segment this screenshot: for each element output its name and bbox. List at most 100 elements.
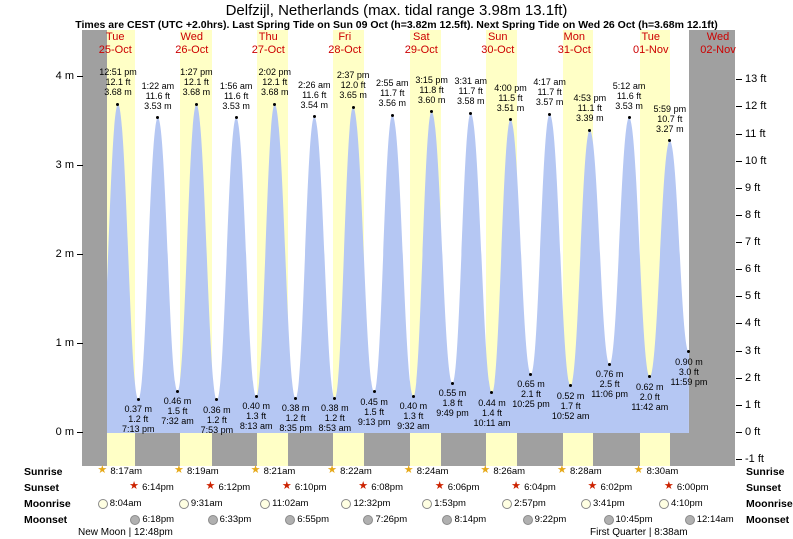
y-axis-tick [736,296,742,298]
y-axis-label-feet: 2 ft [745,371,761,384]
day-header: Wed 02-Nov [680,31,756,57]
y-axis-tick [736,377,742,379]
tide-extreme-dot [372,390,376,394]
day-date: 26-Oct [175,44,209,56]
day-header: Fri 28-Oct [307,31,383,57]
moonrise-icon [659,499,670,509]
y-axis-tick [77,254,83,255]
tide-label-high: 5:12 am 11.6 ft 3.53 m [601,81,657,111]
tide-label-line: 0.44 m [478,397,506,408]
y-axis-label-feet: 9 ft [745,181,761,194]
astro-time: 8:04am [109,498,142,509]
tide-label-line: 1.2 ft [285,413,306,424]
tide-extreme-dot [215,398,219,402]
tide-extreme-dot [136,397,140,401]
tide-label-line: 3.0 ft [678,366,699,377]
sunrise-star-icon: ★ [556,464,567,476]
tide-label-line: 0.52 m [556,390,585,401]
sunrise-star-icon: ★ [633,464,644,476]
tide-label-high: 1:56 am 11.6 ft 3.53 m [208,81,264,111]
tide-label-line: 3.54 m [300,99,328,110]
day-date: 29-Oct [404,44,438,56]
sunrise-star-icon: ★ [250,464,261,476]
tide-label-line: 3.53 m [144,100,172,111]
no-data-right [688,30,735,466]
sunset-star-icon: ★ [587,480,598,492]
tide-label-high: 1:27 pm 12.1 ft 3.68 m [168,67,224,97]
y-axis-label-feet: 7 ft [745,236,761,249]
tide-label-high: 2:55 am 11.7 ft 3.56 m [364,78,420,108]
y-axis-label-feet: -1 ft [745,453,764,466]
astro-row-label-left: Moonset [24,514,68,526]
tide-label-low: 0.46 m 1.5 ft 7:32 am [150,396,206,426]
y-axis-label-feet: 3 ft [745,344,761,357]
y-axis-tick [736,79,742,81]
tide-label-line: 0.76 m [595,369,624,380]
tide-extreme-dot [687,350,691,354]
tide-label-low: 0.40 m 1.3 ft 9:32 am [385,401,441,431]
y-axis-tick [736,404,742,406]
tide-extreme-dot [668,139,672,143]
moonrise-icon [341,499,352,509]
tide-extreme-dot [588,128,592,132]
astro-row-label-left: Moonrise [24,498,71,510]
moonset-icon [285,515,296,525]
y-axis-tick [77,165,83,166]
tide-label-high: 12:51 pm 12.1 ft 3.68 m [90,67,146,97]
day-header: Sat 29-Oct [383,31,459,57]
tide-label-line: 7:32 am [161,416,194,427]
day-date: 28-Oct [328,44,362,56]
astro-time: 6:08pm [371,482,403,493]
y-axis-tick [736,323,742,325]
tide-label-line: 3.51 m [496,102,525,113]
astro-time: 6:55pm [297,514,329,525]
tide-extreme-dot [569,384,573,388]
tide-label-line: 0.38 m [321,403,349,414]
sunset-star-icon: ★ [358,480,369,492]
day-date: 01-Nov [633,44,669,56]
astro-row-label-right: Sunrise [746,466,785,478]
astro-time: 9:31am [190,498,223,509]
day-name: Wed [706,31,730,43]
y-axis-label-feet: 5 ft [745,290,761,303]
y-axis-tick [736,214,742,216]
tide-label-line: 11.7 ft [458,86,483,97]
astro-time: 8:17am [110,466,143,477]
moonset-icon [522,515,533,525]
tide-label-line: 7:13 pm [121,424,155,435]
y-axis-tick [77,432,83,433]
y-axis-tick [77,343,83,344]
tide-extreme-dot [469,111,473,115]
tide-label-high: 3:15 pm 11.8 ft 3.60 m [404,75,460,105]
tide-label-low: 0.65 m 2.1 ft 10:25 pm [503,379,559,409]
tide-label-low: 0.90 m 3.0 ft 11:59 pm [661,357,717,387]
tide-label-line: 3.68 m [182,87,211,98]
tide-label-low: 0.38 m 1.2 ft 8:53 am [307,403,363,433]
sunrise-star-icon: ★ [174,464,184,476]
tide-extreme-dot [430,110,434,114]
tide-label-line: 3.60 m [417,94,446,105]
day-name: Sat [412,31,430,43]
tide-label-line: 1:56 am [219,80,253,91]
tide-label-line: 1.5 ft [167,406,188,417]
day-header: Mon 31-Oct [536,31,612,57]
astro-time: 12:14am [696,514,734,525]
day-name: Fri [338,31,352,43]
day-date: 31-Oct [557,44,591,56]
y-axis-label-feet: 1 ft [745,398,761,411]
tide-label-line: 2:37 pm [336,70,370,81]
astro-time: 6:10pm [294,482,327,493]
astro-time: 11:02am [272,498,309,509]
tide-label-high: 4:53 pm 11.1 ft 3.39 m [562,93,618,123]
tide-label-line: 7:53 pm [200,424,234,435]
y-axis-label-feet: 11 ft [745,127,766,140]
sunrise-star-icon: ★ [97,464,108,476]
tide-extreme-dot [490,391,494,395]
tide-label-line: 0.40 m [242,401,270,412]
tide-label-line: 1.4 ft [481,407,502,418]
tide-label-line: 3.53 m [615,100,643,111]
sunset-star-icon: ★ [281,480,292,492]
day-date: 02-Nov [700,44,736,56]
y-axis-label-feet: 12 ft [745,100,767,113]
page-subtitle: Times are CEST (UTC +2.0hrs). Last Sprin… [75,19,718,31]
